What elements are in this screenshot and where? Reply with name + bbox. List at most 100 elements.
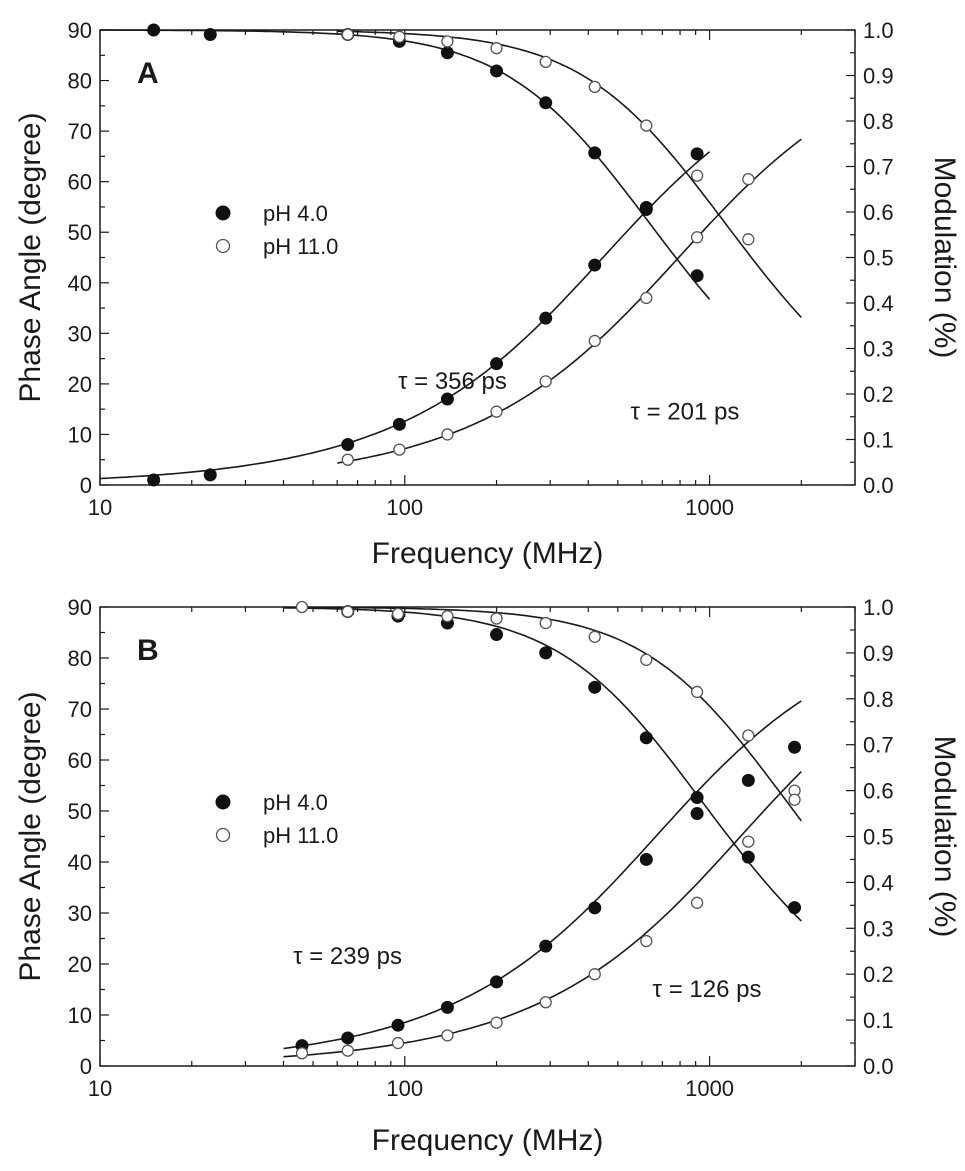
ph11-phase-point — [539, 375, 552, 388]
ph11-modulation-point — [588, 630, 601, 643]
y-left-tick-label: 50 — [68, 799, 92, 824]
chart-panel-b: 10 100 100001020304050607080900.00.10.20.3… — [14, 595, 961, 1157]
y-right-tick-label: 0.2 — [863, 382, 894, 407]
x-axis-title: Frequency (MHz) — [372, 537, 604, 570]
ph11-phase-point — [742, 835, 755, 848]
ph11-phase-point — [690, 896, 704, 909]
y-right-tick-label: 0.5 — [863, 246, 894, 271]
y-right-tick-label: 0.5 — [863, 825, 894, 850]
y-left-tick-label: 10 — [68, 422, 92, 447]
ph11-modulation-point — [441, 35, 454, 48]
y-left-tick-label: 60 — [68, 170, 92, 195]
ph4-modulation-point — [741, 850, 755, 864]
ph4-modulation-point — [203, 28, 217, 42]
ph11-phase-point — [742, 172, 755, 186]
ph11-phase-point — [640, 934, 653, 948]
legend-label: pH 4.0 — [263, 790, 328, 815]
ph11-modulation-point — [588, 80, 601, 94]
ph4-phase-point — [588, 258, 602, 272]
y-left-axis-title: Phase Angle (degree) — [14, 112, 47, 402]
ph11-modulation-point — [341, 28, 354, 41]
y-left-tick-label: 0 — [80, 473, 92, 498]
ph4-phase-point — [147, 473, 161, 487]
y-left-tick-label: 80 — [68, 69, 92, 94]
ph11-modulation-point — [690, 169, 704, 182]
ph11-phase-point — [393, 443, 406, 456]
y-left-tick-label: 80 — [68, 646, 92, 671]
y-right-tick-label: 0.1 — [863, 428, 894, 453]
y-left-tick-label: 60 — [68, 748, 92, 773]
y-right-tick-label: 0.9 — [863, 64, 894, 89]
x-tick-label: 100 — [386, 1076, 423, 1101]
y-right-axis-title: Modulation (%) — [928, 157, 961, 359]
ph4-phase-point — [392, 417, 406, 431]
y-right-tick-label: 0.6 — [863, 779, 894, 804]
ph4-modulation-point — [588, 680, 602, 694]
x-tick-label: 100 — [386, 495, 423, 520]
ph11-modulation-point — [490, 612, 503, 625]
ph4-modulation-point — [639, 200, 653, 214]
ph11-modulation-point — [295, 600, 309, 614]
y-right-tick-label: 1.0 — [863, 595, 894, 620]
ph11-phase-point — [341, 453, 354, 466]
fit-curve-phase-201ps — [337, 138, 802, 464]
ph11-phase-point — [295, 1047, 309, 1060]
legend-label: pH 11.0 — [263, 234, 338, 259]
fit-curve-phase-356ps — [99, 151, 711, 480]
y-left-tick-label: 20 — [68, 372, 92, 397]
ph4-phase-point — [440, 1000, 454, 1014]
ph11-phase-point — [640, 291, 653, 305]
ph11-modulation-point — [441, 610, 454, 623]
ph4-modulation-point — [588, 146, 602, 160]
ph4-phase-point — [741, 773, 755, 787]
ph11-modulation-point — [393, 30, 406, 43]
ph4-phase-point — [639, 852, 653, 866]
y-left-tick-label: 50 — [68, 220, 92, 245]
ph11-modulation-point — [341, 605, 354, 618]
y-left-tick-label: 90 — [68, 595, 92, 620]
y-left-tick-label: 0 — [80, 1054, 92, 1079]
ph11-modulation-point — [788, 793, 801, 806]
x-axis-title: Frequency (MHz) — [372, 1124, 604, 1157]
y-right-tick-label: 0.9 — [863, 641, 894, 666]
ph11-modulation-point — [391, 607, 405, 621]
ph4-modulation-point — [440, 46, 454, 60]
ph11-phase-point — [690, 231, 704, 244]
fit-curve-modulation-239ps — [283, 607, 802, 922]
ph11-phase-point — [539, 996, 552, 1009]
y-right-tick-label: 0.3 — [863, 337, 894, 362]
y-right-axis-title: Modulation (%) — [928, 736, 961, 938]
legend-marker — [215, 827, 231, 843]
ph11-phase-point — [490, 405, 503, 418]
ph4-modulation-point — [539, 646, 553, 660]
ph11-phase-point — [441, 1029, 454, 1042]
ph4-phase-point — [690, 147, 704, 161]
y-left-tick-label: 70 — [68, 119, 92, 144]
panel-letter: A — [137, 57, 159, 90]
ph11-phase-point — [588, 334, 601, 348]
y-right-tick-label: 0.1 — [863, 1008, 894, 1033]
y-right-tick-label: 0.4 — [863, 870, 894, 895]
ph11-modulation-point — [490, 42, 503, 55]
y-right-tick-label: 0.8 — [863, 687, 894, 712]
ph4-modulation-point — [539, 96, 553, 110]
y-right-tick-label: 0.8 — [863, 109, 894, 134]
ph4-modulation-point — [690, 790, 704, 804]
y-left-tick-label: 30 — [68, 901, 92, 926]
ph4-modulation-point — [690, 269, 704, 283]
ph4-phase-point — [788, 740, 802, 754]
chart-panel-a: 10 100 100001020304050607080900.00.10.20.3… — [14, 18, 961, 570]
ph11-phase-point — [490, 1016, 503, 1029]
y-left-tick-label: 30 — [68, 321, 92, 346]
legend-marker — [215, 794, 231, 810]
ph4-modulation-point — [147, 23, 161, 37]
tau-annotation: τ = 356 ps — [398, 368, 507, 395]
y-right-tick-label: 0.0 — [863, 1054, 894, 1079]
y-right-tick-label: 0.6 — [863, 200, 894, 225]
legend-label: pH 4.0 — [263, 201, 328, 226]
ph4-phase-point — [341, 1031, 355, 1045]
ph11-modulation-point — [742, 729, 755, 742]
ph4-modulation-point — [490, 628, 504, 642]
ph11-phase-point — [441, 428, 454, 441]
y-left-tick-label: 70 — [68, 697, 92, 722]
